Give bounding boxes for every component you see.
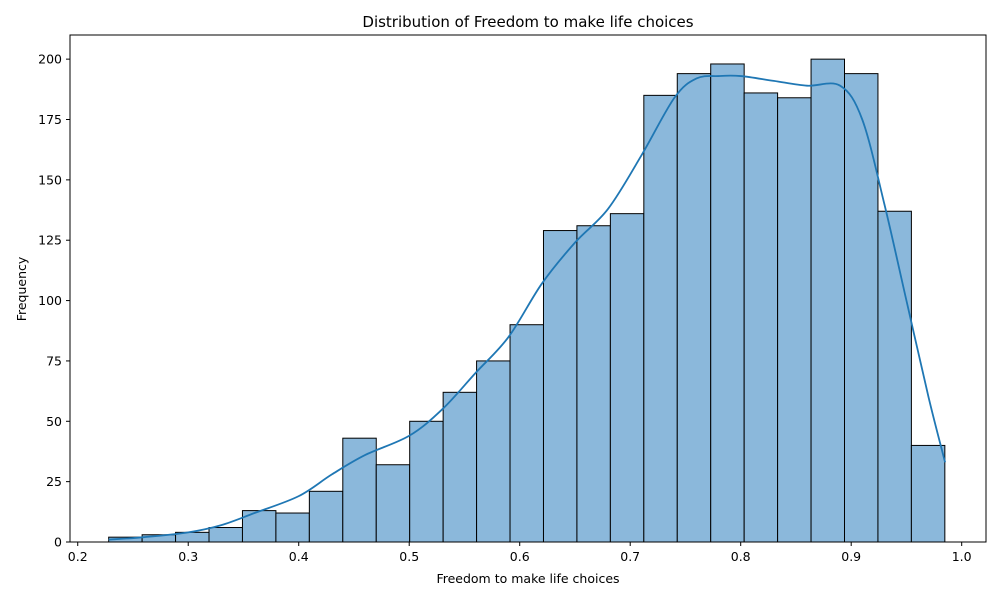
histogram-bar xyxy=(476,360,511,543)
x-tick-label: 0.7 xyxy=(620,549,640,564)
x-tick-label: 0.3 xyxy=(178,549,198,564)
histogram-bar xyxy=(810,58,846,543)
histogram-bar xyxy=(442,391,478,543)
histogram-bar xyxy=(342,437,377,543)
x-axis-ticks: 0.2 0.3 0.4 0.5 0.6 0.7 0.8 0.9 1.0 xyxy=(68,542,972,564)
kde-curve xyxy=(108,74,946,541)
chart-title: Distribution of Freedom to make life cho… xyxy=(362,13,693,31)
histogram-bar xyxy=(509,324,544,543)
histogram-bar xyxy=(609,213,645,543)
x-tick-label: 1.0 xyxy=(952,549,972,564)
y-tick-label: 75 xyxy=(46,353,62,368)
histogram-bar xyxy=(910,444,946,543)
histogram-bar xyxy=(308,490,344,543)
x-tick-label: 0.6 xyxy=(510,549,530,564)
histogram-bar xyxy=(409,420,444,543)
x-tick-label: 0.8 xyxy=(731,549,751,564)
y-tick-label: 150 xyxy=(38,172,62,187)
x-tick-label: 0.4 xyxy=(289,549,309,564)
y-tick-label: 125 xyxy=(38,233,62,248)
y-axis-label: Frequency xyxy=(14,256,29,321)
histogram-bar xyxy=(643,94,678,543)
histogram-bar xyxy=(676,73,712,543)
x-tick-label: 0.9 xyxy=(841,549,861,564)
histogram-bar xyxy=(710,63,745,543)
y-tick-label: 100 xyxy=(38,293,62,308)
bars-layer xyxy=(108,58,946,543)
histogram-bar xyxy=(375,464,411,543)
y-tick-label: 50 xyxy=(46,414,62,429)
x-tick-label: 0.2 xyxy=(68,549,88,564)
y-tick-label: 175 xyxy=(38,112,62,127)
plot-frame xyxy=(69,34,987,543)
x-axis-label: Freedom to make life choices xyxy=(436,571,619,586)
y-tick-label: 25 xyxy=(46,474,62,489)
histogram-bar xyxy=(576,225,611,543)
x-tick-label: 0.5 xyxy=(399,549,419,564)
y-axis-ticks: 0 25 50 75 100 125 150 175 200 xyxy=(38,52,70,550)
histogram-bar xyxy=(208,527,243,543)
histogram-bar xyxy=(275,512,310,543)
y-tick-label: 0 xyxy=(54,535,62,550)
y-tick-label: 200 xyxy=(38,52,62,67)
histogram-bar xyxy=(877,210,912,543)
histogram-bar xyxy=(844,73,879,543)
histogram-bar xyxy=(743,92,779,543)
histogram-bar xyxy=(777,97,812,543)
histogram-bar xyxy=(542,230,578,543)
